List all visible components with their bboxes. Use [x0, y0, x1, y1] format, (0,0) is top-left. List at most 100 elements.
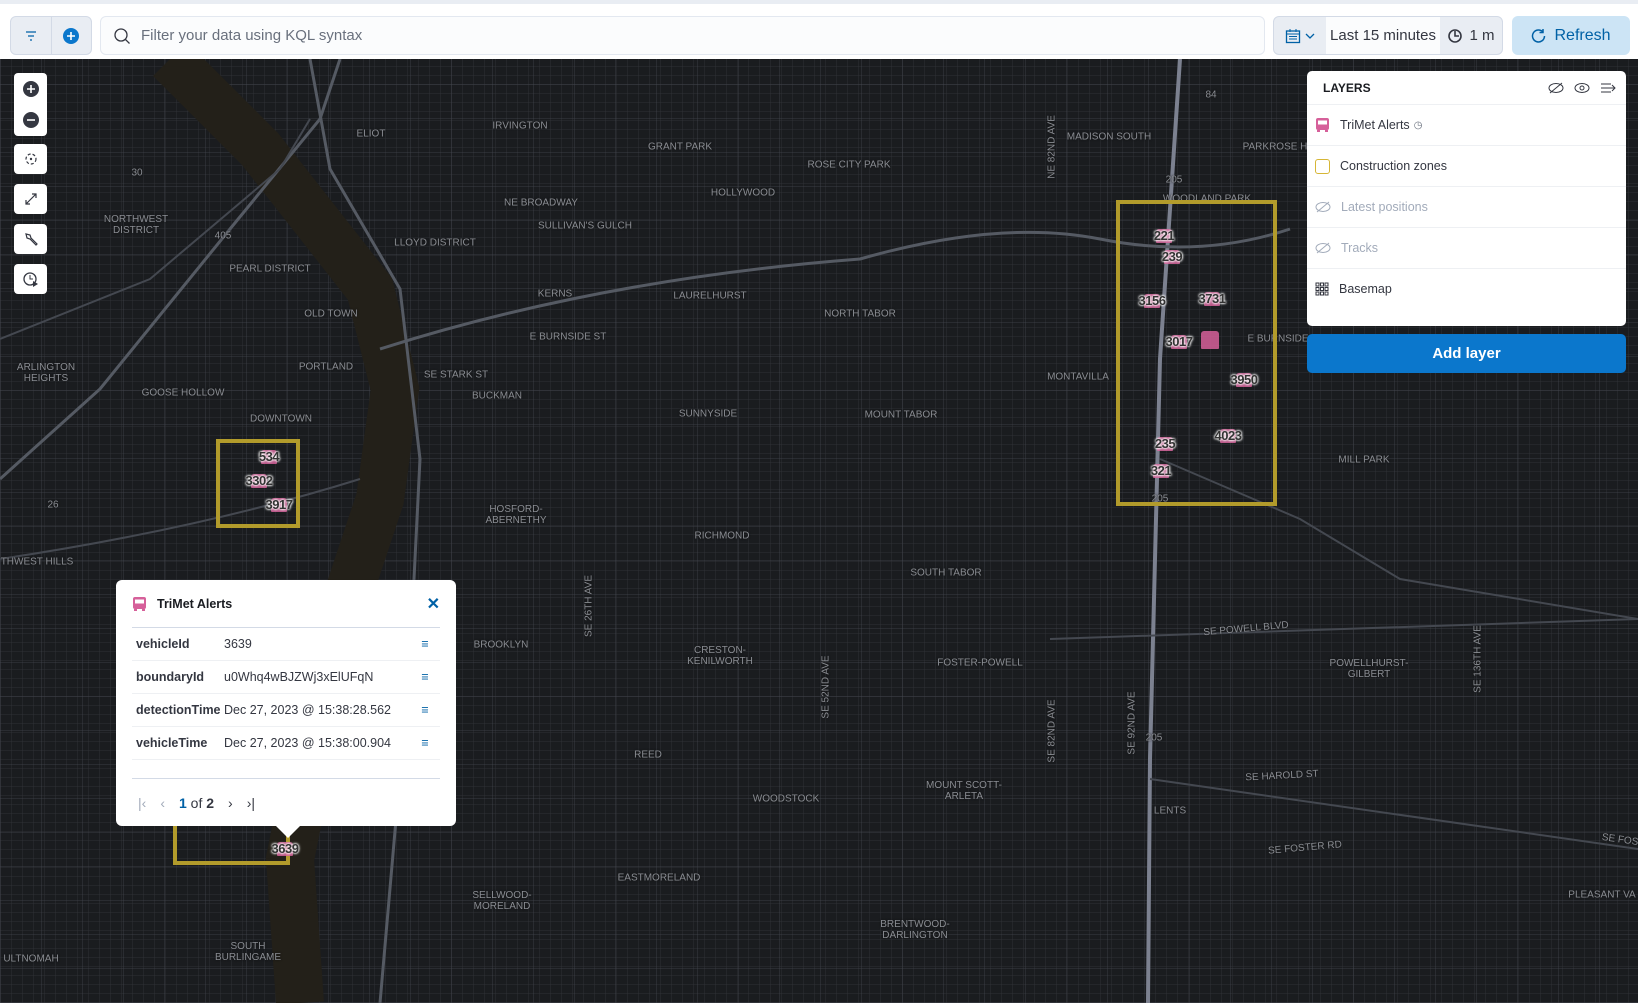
square-outline-icon: [1315, 158, 1330, 174]
filter-icon[interactable]: ≡: [421, 703, 429, 717]
map-label: MADISON SOUTH: [1066, 131, 1152, 143]
total-pages[interactable]: 2: [206, 794, 215, 811]
map-label: PLEASANT VA: [1568, 889, 1636, 901]
time-range[interactable]: Last 15 minutes: [1326, 17, 1440, 54]
zoom-controls: [14, 73, 47, 136]
bus-icon: [1204, 292, 1220, 306]
timeslider-button[interactable]: [14, 264, 47, 294]
add-layer-button[interactable]: Add layer: [1307, 334, 1626, 373]
construction-zone[interactable]: [216, 439, 300, 528]
kql-search-input[interactable]: Filter your data using KQL syntax: [100, 16, 1265, 55]
road-label: SE 136TH AVE: [1472, 625, 1484, 693]
add-filter-button[interactable]: [52, 17, 92, 54]
layer-construction-zones[interactable]: Construction zones: [1307, 145, 1626, 186]
bus-marker[interactable]: 321: [1150, 463, 1172, 478]
collapse-panel-icon[interactable]: [1600, 82, 1616, 94]
first-page-icon[interactable]: |‹: [138, 794, 147, 811]
bus-marker[interactable]: 235: [1154, 436, 1176, 451]
layer-trimet-alerts[interactable]: TriMet Alerts ◷: [1307, 104, 1626, 145]
map-label: E BURNSIDE: [1247, 333, 1309, 345]
fullscreen-button[interactable]: [14, 184, 47, 214]
map-label: HOLLYWOOD: [710, 187, 776, 199]
bus-marker[interactable]: 3731: [1198, 291, 1226, 306]
layer-label: Basemap: [1339, 282, 1392, 296]
map-label: LENTS: [1153, 805, 1187, 817]
prev-page-icon[interactable]: ‹: [160, 794, 165, 811]
bus-marker[interactable]: 3639: [271, 841, 299, 856]
layers-title: LAYERS: [1323, 80, 1371, 95]
bus-icon: [1316, 118, 1329, 132]
layer-latest-positions[interactable]: Latest positions: [1307, 186, 1626, 227]
filter-icon[interactable]: ≡: [421, 637, 429, 651]
bus-icon: [1236, 373, 1252, 387]
filter-icon[interactable]: ≡: [421, 670, 429, 684]
map-label: LAURELHURST: [673, 290, 747, 302]
chevron-down-icon: [1305, 33, 1315, 39]
next-page-icon[interactable]: ›: [228, 794, 233, 811]
map-label: 205: [1151, 493, 1169, 505]
refresh-interval[interactable]: 1 m: [1440, 17, 1502, 54]
bus-marker[interactable]: 4023: [1214, 428, 1242, 443]
bus-marker[interactable]: 3017: [1165, 334, 1193, 349]
bus-marker[interactable]: 221: [1153, 228, 1175, 243]
map-label: 26: [47, 499, 59, 511]
eye-closed-icon: [1315, 242, 1331, 254]
map-label: SULLIVAN'S GULCH: [538, 220, 632, 232]
locate-button[interactable]: [14, 144, 47, 174]
map-label: GRANT PARK: [647, 141, 713, 153]
tooltip-row: vehicleId 3639 ≡: [132, 628, 440, 661]
bus-marker[interactable]: 3917: [265, 497, 293, 512]
map-label: BUCKMAN: [471, 390, 523, 402]
refresh-button[interactable]: Refresh: [1512, 16, 1630, 55]
feature-tooltip: TriMet Alerts ✕ vehicleId 3639 ≡ boundaryId…: [116, 580, 456, 838]
zoom-out-icon[interactable]: [22, 112, 39, 129]
bus-marker[interactable]: 239: [1161, 249, 1183, 264]
map-label: DOWNTOWN: [249, 413, 313, 425]
bus-marker[interactable]: [1201, 331, 1219, 349]
tools-button[interactable]: [14, 224, 47, 254]
last-page-icon[interactable]: ›|: [246, 794, 256, 811]
map-label: MOUNT SCOTT-ARLETA: [926, 780, 1002, 802]
filter-menu-button[interactable]: [11, 17, 52, 54]
close-icon[interactable]: ✕: [426, 595, 440, 613]
quick-select-button[interactable]: [1274, 17, 1326, 54]
map-label: SELLWOOD-MORELAND: [472, 890, 532, 912]
map-label: E BURNSIDE ST: [529, 331, 607, 343]
map-label: IRVINGTON: [492, 120, 548, 132]
bus-icon: [1156, 229, 1172, 243]
clock-icon: ◷: [1413, 119, 1423, 131]
zoom-in-icon[interactable]: [22, 80, 39, 97]
road-label: SE 52ND AVE: [820, 655, 832, 719]
bus-icon: [133, 596, 146, 611]
map-label: MILL PARK: [1338, 454, 1390, 466]
auto-refresh-icon: [1448, 28, 1463, 43]
map-label: NE BROADWAY: [504, 197, 578, 209]
bus-marker[interactable]: 3302: [245, 473, 273, 488]
map-label: OLD TOWN: [304, 308, 358, 320]
refresh-interval-value: 1 m: [1469, 27, 1495, 44]
road-label: SE 26TH AVE: [583, 574, 595, 638]
hide-all-icon[interactable]: [1548, 82, 1564, 94]
pager-of: of: [190, 794, 203, 811]
map-label: SOUTH BURLINGAME: [214, 941, 282, 963]
bus-marker[interactable]: 3950: [1230, 372, 1258, 387]
show-all-icon[interactable]: [1574, 82, 1590, 94]
road-label: SE 82ND AVE: [1046, 699, 1058, 763]
bus-marker[interactable]: 3156: [1138, 293, 1166, 308]
filter-icon[interactable]: ≡: [421, 736, 429, 750]
construction-zone[interactable]: [1116, 200, 1277, 506]
map-label: 205: [1165, 174, 1183, 186]
bus-icon: [251, 474, 267, 488]
expand-icon: [24, 193, 37, 205]
map-label: REED: [634, 749, 662, 761]
bus-marker[interactable]: 534: [258, 449, 280, 464]
map-label: FOSTER-POWELL: [937, 657, 1023, 669]
road-label: SE 92ND AVE: [1126, 691, 1138, 755]
layers-panel: LAYERS TriMet Alerts ◷ Construction zones…: [1307, 71, 1626, 326]
layer-label: Latest positions: [1341, 200, 1428, 214]
current-page[interactable]: 1: [178, 794, 187, 811]
layer-basemap[interactable]: Basemap: [1307, 268, 1626, 309]
layer-tracks[interactable]: Tracks: [1307, 227, 1626, 268]
map-label: BROOKLYN: [473, 639, 529, 651]
map-label: WOODLAND PARK: [1162, 193, 1252, 205]
